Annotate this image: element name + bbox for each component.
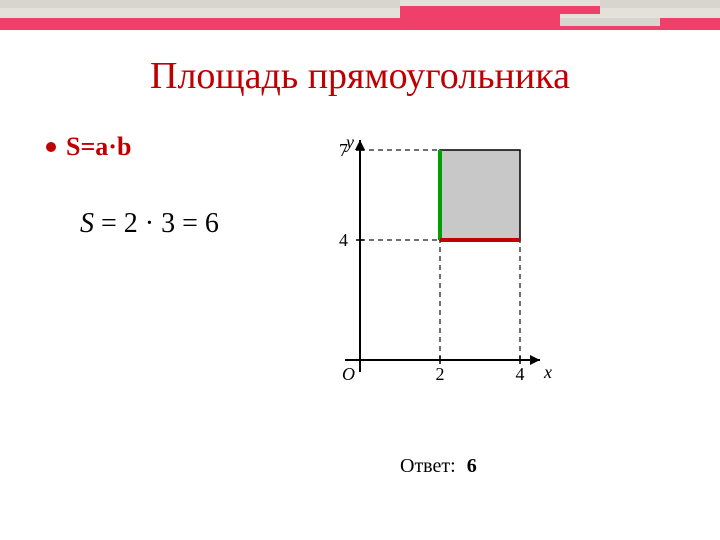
formula-bullet: S=a·b: [46, 132, 131, 162]
formula-text: S=a·b: [66, 132, 131, 162]
chart-svg: 2447yxO: [300, 130, 560, 390]
slide-title: Площадь прямоугольника: [0, 54, 720, 98]
svg-text:O: O: [342, 364, 355, 384]
svg-text:4: 4: [339, 230, 348, 250]
svg-text:x: x: [543, 362, 552, 382]
worked-equation: S = 2 · 3 = 6: [80, 208, 219, 240]
svg-text:y: y: [344, 132, 354, 152]
answer-label: Ответ:: [400, 455, 456, 477]
svg-text:2: 2: [436, 364, 445, 384]
bullet-dot-icon: [46, 142, 56, 152]
answer-value: 6: [467, 455, 477, 477]
rectangle-area-chart: 2447yxO: [300, 130, 560, 390]
answer-line: Ответ: 6: [400, 455, 477, 478]
svg-text:4: 4: [516, 364, 525, 384]
